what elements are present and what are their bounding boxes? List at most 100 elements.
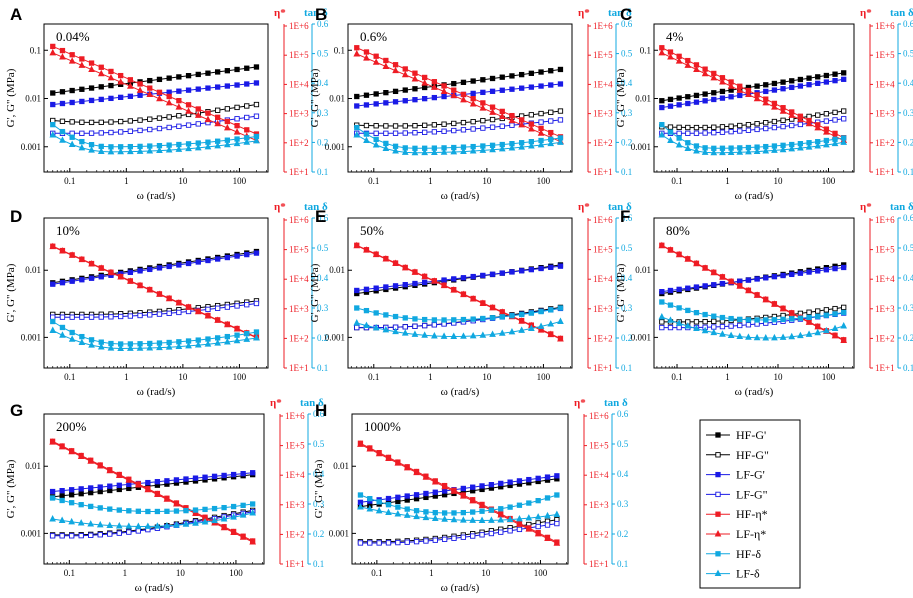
LF-η*-point bbox=[771, 300, 778, 307]
HF-G"-point bbox=[538, 110, 544, 117]
LF-G"-point bbox=[79, 314, 85, 320]
HF-δ-point bbox=[49, 495, 56, 501]
series-line bbox=[661, 306, 844, 323]
LF-δ-point bbox=[363, 136, 370, 144]
HF-G'-point bbox=[832, 71, 838, 77]
LF-η*-point bbox=[469, 295, 477, 302]
series-LF-η* bbox=[353, 50, 564, 145]
LF-δ-point bbox=[421, 148, 429, 156]
LF-δ-point bbox=[693, 147, 700, 154]
eta-axis-title: η* bbox=[578, 7, 590, 19]
eta-tick-label: 1E+2 bbox=[289, 333, 309, 343]
x-axis-label: ω (rad/s) bbox=[441, 190, 480, 202]
LF-G"-point bbox=[166, 124, 172, 131]
LF-G'-point bbox=[719, 280, 726, 287]
LF-η*-point bbox=[115, 471, 123, 478]
LF-δ-point bbox=[146, 147, 154, 154]
LF-G"-point bbox=[98, 314, 104, 320]
tan-axis-title: tan δ bbox=[304, 7, 328, 19]
LF-η*-point bbox=[675, 57, 683, 64]
LF-δ-point bbox=[797, 144, 804, 151]
LF-G'-point bbox=[841, 264, 847, 271]
HF-δ-point bbox=[526, 500, 532, 506]
HF-G'-point bbox=[363, 92, 370, 98]
LF-δ-point bbox=[163, 521, 171, 529]
strain-label: 10% bbox=[56, 223, 80, 238]
HF-G'-point bbox=[719, 88, 726, 95]
LF-G'-point bbox=[685, 285, 691, 291]
tan-tick-label: 0.1 bbox=[621, 167, 632, 177]
series-line bbox=[661, 78, 844, 108]
LF-G'-point bbox=[195, 86, 201, 92]
eta-axis-title: η* bbox=[860, 7, 872, 19]
LF-η*-point bbox=[431, 277, 438, 284]
HF-G"-point bbox=[841, 108, 847, 114]
tan-tick-label: 0.4 bbox=[621, 273, 633, 283]
series-line bbox=[356, 265, 561, 291]
LF-G"-point bbox=[479, 532, 485, 538]
LF-G"-point bbox=[205, 306, 211, 313]
series-LF-G" bbox=[50, 300, 260, 320]
HF-G"-point bbox=[59, 118, 66, 124]
LF-δ-point bbox=[224, 338, 231, 345]
HF-δ-point bbox=[841, 309, 847, 316]
LF-η*-point bbox=[478, 501, 486, 509]
LF-G'-point bbox=[230, 471, 237, 478]
x-axis-label: ω (rad/s) bbox=[735, 190, 774, 202]
LF-G"-point bbox=[357, 540, 364, 546]
HF-δ-point bbox=[659, 299, 665, 305]
LF-G"-point bbox=[373, 130, 379, 136]
HF-G'-point bbox=[88, 85, 95, 91]
series-LF-δ bbox=[49, 509, 257, 529]
LF-η*-point bbox=[693, 259, 700, 267]
series-HF-δ bbox=[659, 299, 847, 323]
LF-G'-point bbox=[451, 276, 457, 282]
LF-δ-point bbox=[469, 331, 477, 339]
LF-G"-point bbox=[667, 324, 674, 331]
LF-G"-point bbox=[97, 532, 103, 538]
LF-δ-point bbox=[375, 506, 383, 514]
LF-G"-point bbox=[59, 533, 65, 539]
LF-δ-point bbox=[840, 138, 848, 145]
eta-tick-label: 1E+2 bbox=[875, 333, 895, 343]
tan-axis-title: tan δ bbox=[604, 397, 628, 409]
HF-δ-point bbox=[145, 508, 151, 515]
LF-G"-point bbox=[108, 314, 114, 320]
HF-G'-point bbox=[205, 70, 211, 76]
LF-G'-point bbox=[145, 479, 151, 486]
LF-G"-point bbox=[244, 302, 250, 308]
LF-δ-point bbox=[363, 321, 370, 329]
LF-G'-point bbox=[422, 96, 428, 102]
LF-G'-point bbox=[392, 99, 399, 105]
legend-point bbox=[715, 432, 721, 438]
LF-δ-point bbox=[658, 131, 666, 138]
LF-G'-point bbox=[195, 259, 201, 265]
y-tick-label: 0.001 bbox=[329, 528, 349, 538]
series-line bbox=[661, 245, 844, 341]
LF-δ-point bbox=[194, 341, 202, 348]
HF-G"-point bbox=[685, 124, 691, 131]
HF-δ-point bbox=[126, 508, 132, 514]
LF-η*-point bbox=[220, 523, 228, 531]
LF-δ-point bbox=[175, 342, 183, 350]
tan-tick-label: 0.5 bbox=[903, 49, 913, 59]
LF-δ-point bbox=[779, 333, 787, 340]
HF-G'-point bbox=[470, 78, 476, 84]
LF-η*-point bbox=[701, 69, 709, 77]
LF-δ-point bbox=[185, 341, 192, 349]
LF-η*-point bbox=[127, 82, 134, 89]
HF-η*-point bbox=[195, 106, 201, 112]
LF-δ-point bbox=[745, 333, 752, 340]
panel-H: H 1000% 0.1 1 10 100 ω (rad/s) 0.001 0.01 G', G" … bbox=[313, 397, 629, 594]
LF-G"-point bbox=[460, 534, 466, 540]
series-line bbox=[360, 442, 558, 543]
LF-G'-point bbox=[185, 260, 192, 267]
y-axis-label: G', G" (MPa) bbox=[5, 68, 17, 127]
LF-δ-point bbox=[58, 516, 66, 523]
tan-tick-label: 0.3 bbox=[903, 303, 913, 313]
LF-δ-point bbox=[779, 145, 787, 153]
panel-label: A bbox=[10, 5, 22, 24]
LF-η*-point bbox=[719, 273, 726, 280]
LF-G"-point bbox=[470, 126, 476, 132]
x-tick-label: 10 bbox=[481, 568, 491, 578]
